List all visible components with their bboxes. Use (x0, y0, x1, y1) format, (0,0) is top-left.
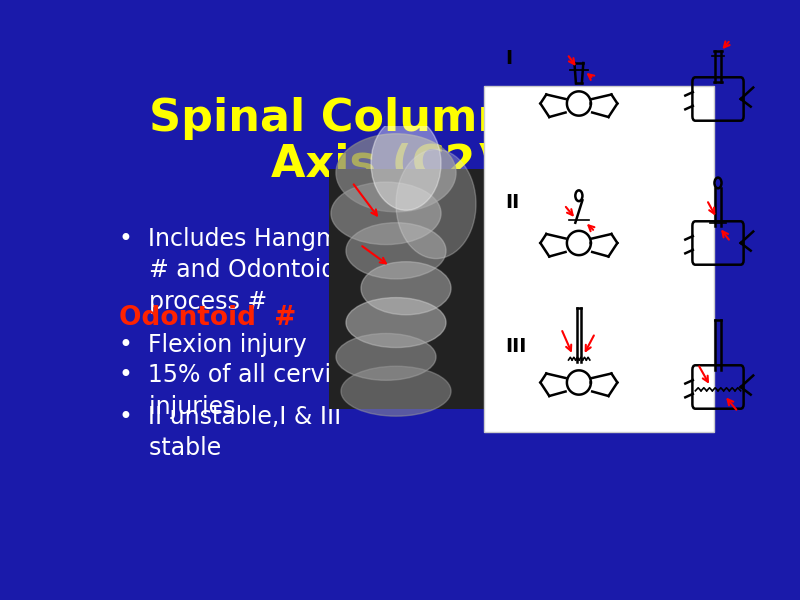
Ellipse shape (341, 366, 451, 416)
FancyBboxPatch shape (330, 169, 485, 409)
FancyBboxPatch shape (485, 86, 714, 433)
Text: •  Includes Hangman’s
    # and Odontoid
    process #: • Includes Hangman’s # and Odontoid proc… (118, 227, 388, 314)
Ellipse shape (336, 134, 456, 212)
Text: Axis (C2) #: Axis (C2) # (271, 143, 549, 186)
Text: •  II unstable,I & III
    stable: • II unstable,I & III stable (118, 404, 341, 460)
Text: I: I (505, 49, 512, 68)
Ellipse shape (371, 116, 441, 210)
Text: •  Flexion injury: • Flexion injury (118, 333, 306, 357)
Text: Spinal Column Injury: Spinal Column Injury (149, 97, 671, 140)
Text: III: III (505, 337, 526, 356)
Text: II: II (505, 193, 519, 212)
Text: •  15% of all cervical
    injuries: • 15% of all cervical injuries (118, 363, 365, 419)
Ellipse shape (396, 149, 476, 259)
Ellipse shape (361, 262, 451, 315)
Ellipse shape (336, 334, 436, 380)
Ellipse shape (346, 223, 446, 279)
Ellipse shape (346, 298, 446, 347)
Text: Odontoid  #: Odontoid # (118, 305, 296, 331)
Ellipse shape (331, 182, 441, 245)
